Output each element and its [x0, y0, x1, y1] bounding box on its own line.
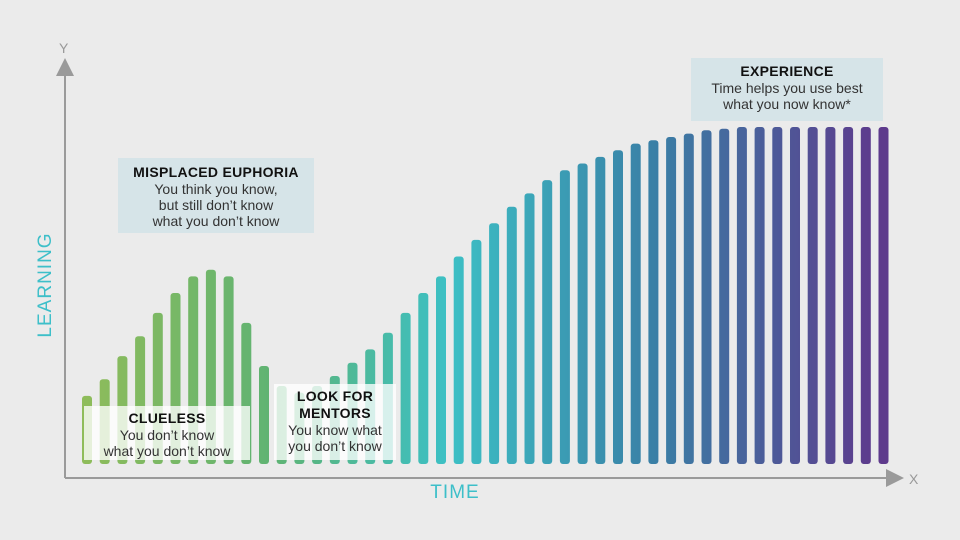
bar-23	[471, 239, 482, 464]
bar-33	[648, 140, 659, 465]
annotation-title: EXPERIENCE	[740, 63, 834, 79]
bar-20	[418, 293, 429, 464]
bar-11	[259, 366, 269, 464]
annotation-line: what you don’t know	[152, 213, 280, 229]
bar-26	[524, 193, 535, 464]
bar-21	[436, 276, 446, 464]
y-axis-letter: Y	[59, 40, 69, 56]
bar-37	[719, 128, 730, 464]
bar-32	[630, 143, 641, 464]
bar-35	[683, 133, 694, 464]
annotation-title: LOOK FOR MENTORS	[296, 388, 374, 421]
annotation-look-for-mentors: LOOK FOR MENTORS You know what you don’t…	[274, 384, 396, 460]
bar-34	[666, 137, 677, 464]
bar-38	[736, 127, 747, 464]
annotation-title: CLUELESS	[128, 410, 206, 426]
annotation-line: Time helps you use best	[711, 80, 863, 96]
bar-28	[559, 170, 570, 464]
x-axis-label: TIME	[430, 482, 480, 503]
annotation-line: what you don’t know	[103, 443, 231, 459]
bar-44	[843, 127, 854, 464]
bar-40	[772, 127, 783, 464]
bar-39	[754, 127, 765, 464]
annotation-line: you don’t know	[288, 438, 382, 454]
bar-30	[595, 156, 606, 464]
x-axis-letter: X	[909, 471, 919, 487]
x-axis-arrow	[886, 469, 904, 487]
bar-25	[506, 206, 517, 464]
bar-45	[860, 127, 871, 464]
bar-36	[701, 130, 712, 465]
bar-22	[453, 256, 464, 464]
annotation-line: You know what	[288, 422, 382, 438]
annotation-line: You think you know,	[154, 181, 278, 197]
annotation-line: what you now know*	[723, 96, 851, 112]
bar-41	[790, 127, 800, 464]
bar-19	[400, 312, 411, 464]
annotation-clueless: CLUELESS You don’t know what you don’t k…	[84, 406, 250, 460]
annotation-title: MISPLACED EUPHORIA	[133, 164, 299, 180]
y-axis-arrow	[56, 58, 74, 76]
annotation-line: but still don’t know	[158, 197, 274, 213]
bar-42	[807, 127, 818, 464]
bar-46	[878, 127, 889, 464]
bar-43	[825, 127, 836, 464]
annotation-misplaced-euphoria: MISPLACED EUPHORIA You think you know, b…	[118, 158, 314, 233]
bar-29	[577, 163, 588, 464]
annotation-experience: EXPERIENCE Time helps you use best what …	[691, 58, 883, 121]
y-axis-label: LEARNING	[35, 232, 56, 338]
bar-27	[542, 180, 553, 464]
bar-31	[613, 150, 623, 464]
annotation-line: You don’t know	[119, 427, 215, 443]
bar-24	[489, 223, 500, 464]
